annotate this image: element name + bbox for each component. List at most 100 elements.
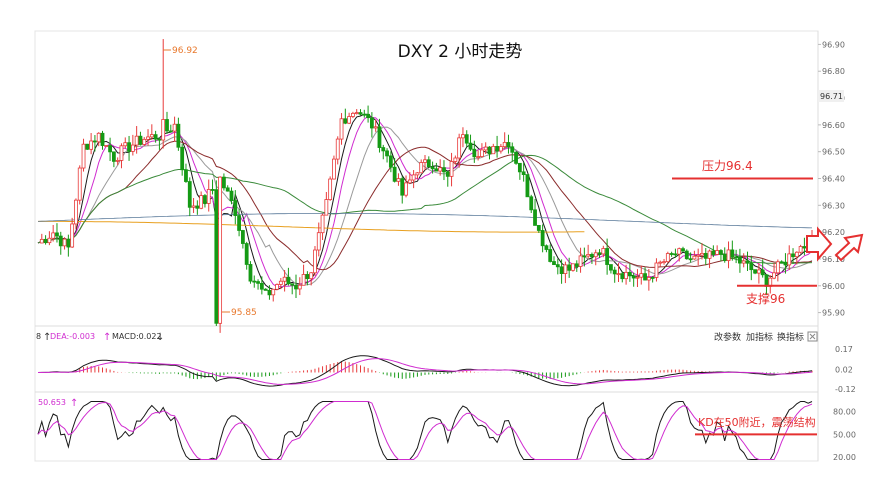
candle-body xyxy=(624,271,628,280)
macd-dif-line xyxy=(37,355,813,387)
candle-body xyxy=(753,269,757,274)
candle-body xyxy=(468,142,473,150)
toolbar-switch-indicator[interactable]: 换指标 xyxy=(777,331,804,343)
candle-body xyxy=(328,178,333,200)
candle-body xyxy=(506,142,511,148)
candle-body xyxy=(783,261,788,266)
candle-body xyxy=(47,237,52,244)
candle-body xyxy=(696,254,701,257)
low-label: 95.85 xyxy=(231,308,257,318)
candle-body xyxy=(358,112,363,115)
candle-body xyxy=(415,172,420,176)
candle-body xyxy=(658,261,663,264)
candle-body xyxy=(388,155,393,168)
candle-body xyxy=(627,271,632,277)
candle-body xyxy=(286,276,291,285)
candle-body xyxy=(419,162,424,174)
candle-body xyxy=(290,283,295,286)
candle-body xyxy=(582,255,587,258)
y-tick-label: 96.90 xyxy=(822,40,845,49)
candle-body xyxy=(536,225,541,231)
candle-body xyxy=(426,159,431,168)
candlesticks xyxy=(39,39,814,333)
candle-body xyxy=(662,261,666,264)
candle-body xyxy=(339,118,344,140)
ma-30-line xyxy=(37,140,813,271)
candle-body xyxy=(726,249,731,262)
candle-body xyxy=(722,253,727,262)
candle-body xyxy=(449,161,454,177)
candle-body xyxy=(149,134,154,138)
candle-body xyxy=(461,134,465,139)
candle-body xyxy=(74,199,78,225)
candle-body xyxy=(252,280,257,283)
candle-body xyxy=(309,272,314,280)
candle-body xyxy=(362,113,367,116)
candle-body xyxy=(692,255,697,260)
candle-body xyxy=(51,232,56,239)
candle-body xyxy=(673,253,678,256)
candle-body xyxy=(165,119,169,132)
candle-body xyxy=(688,258,693,261)
toolbar-add-indicator[interactable]: 加指标 xyxy=(746,331,773,343)
candle-body xyxy=(764,274,769,287)
candle-body xyxy=(297,284,302,290)
candle-body xyxy=(206,189,211,204)
candle-body xyxy=(396,178,401,182)
candle-body xyxy=(392,166,397,182)
toolbar-change-params[interactable]: 改参数 xyxy=(714,331,741,343)
candle-body xyxy=(222,176,226,189)
candle-body xyxy=(89,140,94,150)
candle-body xyxy=(510,146,515,153)
candle-body xyxy=(229,190,234,201)
candle-body xyxy=(351,112,355,117)
ma-orange-line xyxy=(38,220,585,233)
candle-body xyxy=(142,138,147,145)
candle-body xyxy=(715,250,720,255)
candle-body xyxy=(495,145,499,152)
candle-body xyxy=(453,157,458,162)
kdj-d-line xyxy=(37,401,813,460)
candle-body xyxy=(267,289,272,296)
candle-body xyxy=(282,276,287,282)
candle-body xyxy=(96,132,101,143)
candle-body xyxy=(487,146,492,155)
candle-body xyxy=(643,273,647,281)
candle-body xyxy=(563,264,568,274)
candle-body xyxy=(700,252,704,256)
candle-body xyxy=(248,264,253,282)
candle-body xyxy=(548,249,553,262)
y-tick-label: 96.10 xyxy=(822,255,845,264)
svg-text:↓: ↓ xyxy=(156,332,164,343)
candle-body xyxy=(665,253,670,263)
candle-body xyxy=(681,248,685,252)
candle-body xyxy=(590,254,594,258)
macd-y-tick-label: -0.12 xyxy=(835,385,856,394)
candle-body xyxy=(354,112,359,114)
candle-body xyxy=(199,195,204,209)
candle-body xyxy=(332,158,336,180)
candle-body xyxy=(400,178,405,196)
candle-body xyxy=(684,250,689,260)
candle-body xyxy=(316,232,321,251)
kdj-y-axis: 80.00 50.00 20.00 xyxy=(833,407,856,462)
candle-body xyxy=(620,273,625,280)
candle-body xyxy=(70,223,75,248)
candle-body xyxy=(540,230,545,247)
candle-body xyxy=(787,253,792,266)
candle-body xyxy=(586,254,591,257)
arrow-up-right-icon xyxy=(834,233,864,262)
candle-body xyxy=(62,238,67,247)
candle-body xyxy=(525,174,530,198)
candle-body xyxy=(66,238,71,248)
candle-body xyxy=(517,162,522,173)
candle-body xyxy=(134,135,139,146)
candle-body xyxy=(366,113,370,119)
candle-body xyxy=(324,199,329,216)
candle-body xyxy=(77,167,82,201)
candle-body xyxy=(677,248,682,255)
candle-body xyxy=(756,269,761,274)
kdj-annotation: KD在50附近，震荡结构 xyxy=(698,415,816,429)
y-tick-label: 96.40 xyxy=(822,175,845,184)
candle-body xyxy=(347,116,352,124)
